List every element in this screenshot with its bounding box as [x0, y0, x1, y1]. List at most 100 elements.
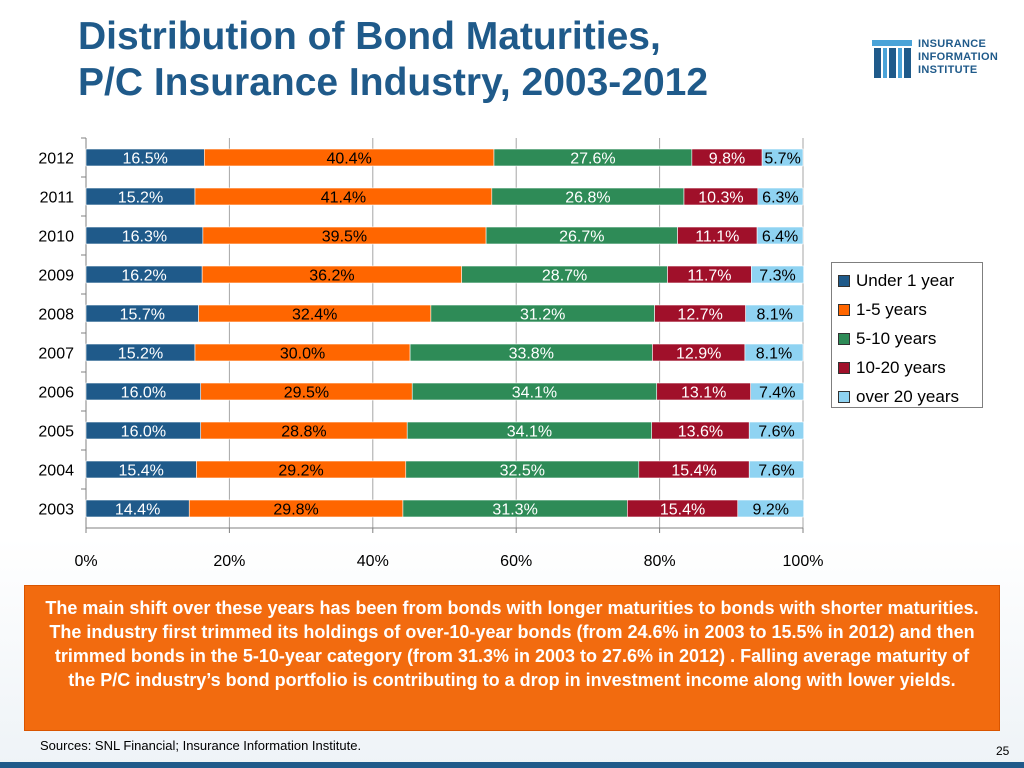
x-tick-label: 40% — [357, 553, 389, 570]
bar-segment — [761, 148, 804, 167]
data-label: 26.8% — [565, 190, 610, 207]
legend-swatch — [838, 362, 850, 374]
data-label: 31.3% — [492, 502, 537, 519]
data-label: 15.4% — [671, 463, 716, 480]
x-tick-label: 0% — [74, 553, 97, 570]
iii-logo: INSURANCE INFORMATION INSTITUTE — [870, 36, 1020, 82]
y-tick-label: 2008 — [38, 307, 74, 324]
data-label: 36.2% — [309, 268, 354, 285]
y-tick-label: 2012 — [38, 151, 74, 168]
data-label: 12.7% — [677, 307, 722, 324]
legend-swatch — [838, 304, 850, 316]
y-tick-label: 2005 — [38, 424, 74, 441]
legend-swatch — [838, 333, 850, 345]
data-label: 29.8% — [273, 502, 318, 519]
data-label: 34.1% — [512, 385, 557, 402]
data-label: 16.2% — [121, 268, 166, 285]
data-label: 26.7% — [559, 229, 604, 246]
iii-logo-text: INSURANCE INFORMATION INSTITUTE — [918, 38, 998, 77]
data-label: 15.4% — [660, 502, 705, 519]
bottom-bar — [0, 762, 1024, 768]
data-label: 7.4% — [759, 385, 795, 402]
slide-title-line-2: P/C Insurance Industry, 2003-2012 — [78, 61, 709, 104]
y-tick-label: 2007 — [38, 346, 74, 363]
logo-line-3: INSTITUTE — [918, 64, 978, 76]
data-label: 15.7% — [120, 307, 165, 324]
data-label: 10.3% — [698, 190, 743, 207]
bar-segment — [748, 421, 805, 440]
y-tick-label: 2009 — [38, 268, 74, 285]
data-label: 32.5% — [500, 463, 545, 480]
data-label: 15.4% — [119, 463, 164, 480]
slide-title-line-1: Distribution of Bond Maturities, — [78, 15, 661, 58]
data-label: 15.2% — [118, 190, 163, 207]
x-tick-label: 80% — [644, 553, 676, 570]
data-label: 14.4% — [115, 502, 160, 519]
y-tick-label: 2006 — [38, 385, 74, 402]
bond-maturity-chart: 0% 20% 40% 60% 80% 100% 2012 16.5% 40.4% 27.6% 9.8… — [38, 137, 824, 570]
bar-segment — [745, 304, 805, 323]
data-label: 40.4% — [326, 151, 371, 168]
x-tick-label: 100% — [783, 553, 824, 570]
data-label: 28.8% — [281, 424, 326, 441]
bar-segment — [737, 499, 805, 518]
data-label: 5.7% — [764, 151, 800, 168]
data-label: 16.5% — [122, 151, 167, 168]
data-label: 11.7% — [687, 268, 731, 285]
data-label: 33.8% — [509, 346, 554, 363]
data-label: 6.4% — [762, 229, 798, 246]
data-label: 7.6% — [758, 424, 794, 441]
y-tick-label: 2010 — [38, 229, 74, 246]
data-label: 32.4% — [292, 307, 337, 324]
data-label: 7.6% — [758, 463, 794, 480]
legend-label: 5-10 years — [856, 329, 937, 348]
data-label: 11.1% — [695, 229, 739, 246]
legend-swatch — [838, 391, 850, 403]
legend-label: 10-20 years — [856, 358, 946, 377]
x-tick-label: 60% — [500, 553, 532, 570]
data-label: 16.0% — [121, 424, 166, 441]
data-label: 8.1% — [756, 307, 792, 324]
bar-segment — [756, 226, 804, 245]
data-label: 15.2% — [118, 346, 163, 363]
bar-segment — [748, 460, 805, 479]
y-tick-label: 2011 — [40, 190, 75, 207]
logo-line-1: INSURANCE — [918, 38, 987, 50]
bar-segment — [757, 187, 804, 206]
data-label: 13.6% — [678, 424, 723, 441]
data-label: 6.3% — [762, 190, 798, 207]
data-label: 34.1% — [507, 424, 552, 441]
x-tick-label: 20% — [213, 553, 245, 570]
data-label: 12.9% — [676, 346, 721, 363]
iii-logo-icon — [872, 40, 912, 78]
summary-callout: The main shift over these years has been… — [24, 585, 1000, 731]
y-tick-label: 2003 — [38, 502, 74, 519]
page-number: 25 — [996, 744, 1010, 758]
data-label: 9.8% — [709, 151, 745, 168]
data-label: 29.2% — [278, 463, 323, 480]
data-label: 39.5% — [322, 229, 367, 246]
slide-title: Distribution of Bond Maturities, P/C Ins… — [78, 14, 838, 106]
data-label: 29.5% — [284, 385, 329, 402]
bar-segment — [751, 265, 805, 284]
data-label: 8.1% — [756, 346, 792, 363]
bar-segment — [744, 343, 804, 362]
chart-legend: Under 1 year 1-5 years 5-10 years 10-20 yea… — [831, 262, 983, 408]
data-label: 30.0% — [280, 346, 325, 363]
legend-label: Under 1 year — [856, 271, 955, 290]
summary-callout-text: The main shift over these years has been… — [45, 598, 979, 690]
y-tick-label: 2004 — [38, 463, 74, 480]
legend-label: over 20 years — [856, 387, 959, 406]
bar-segment — [750, 382, 805, 401]
data-label: 16.0% — [121, 385, 166, 402]
legend-swatch — [838, 275, 850, 287]
data-label: 9.2% — [753, 502, 789, 519]
data-label: 28.7% — [542, 268, 587, 285]
legend-label: 1-5 years — [856, 300, 927, 319]
logo-line-2: INFORMATION — [918, 51, 999, 63]
data-label: 13.1% — [681, 385, 726, 402]
data-label: 41.4% — [321, 190, 366, 207]
source-note: Sources: SNL Financial; Insurance Inform… — [40, 738, 362, 753]
data-label: 31.2% — [520, 307, 565, 324]
data-label: 27.6% — [570, 151, 615, 168]
